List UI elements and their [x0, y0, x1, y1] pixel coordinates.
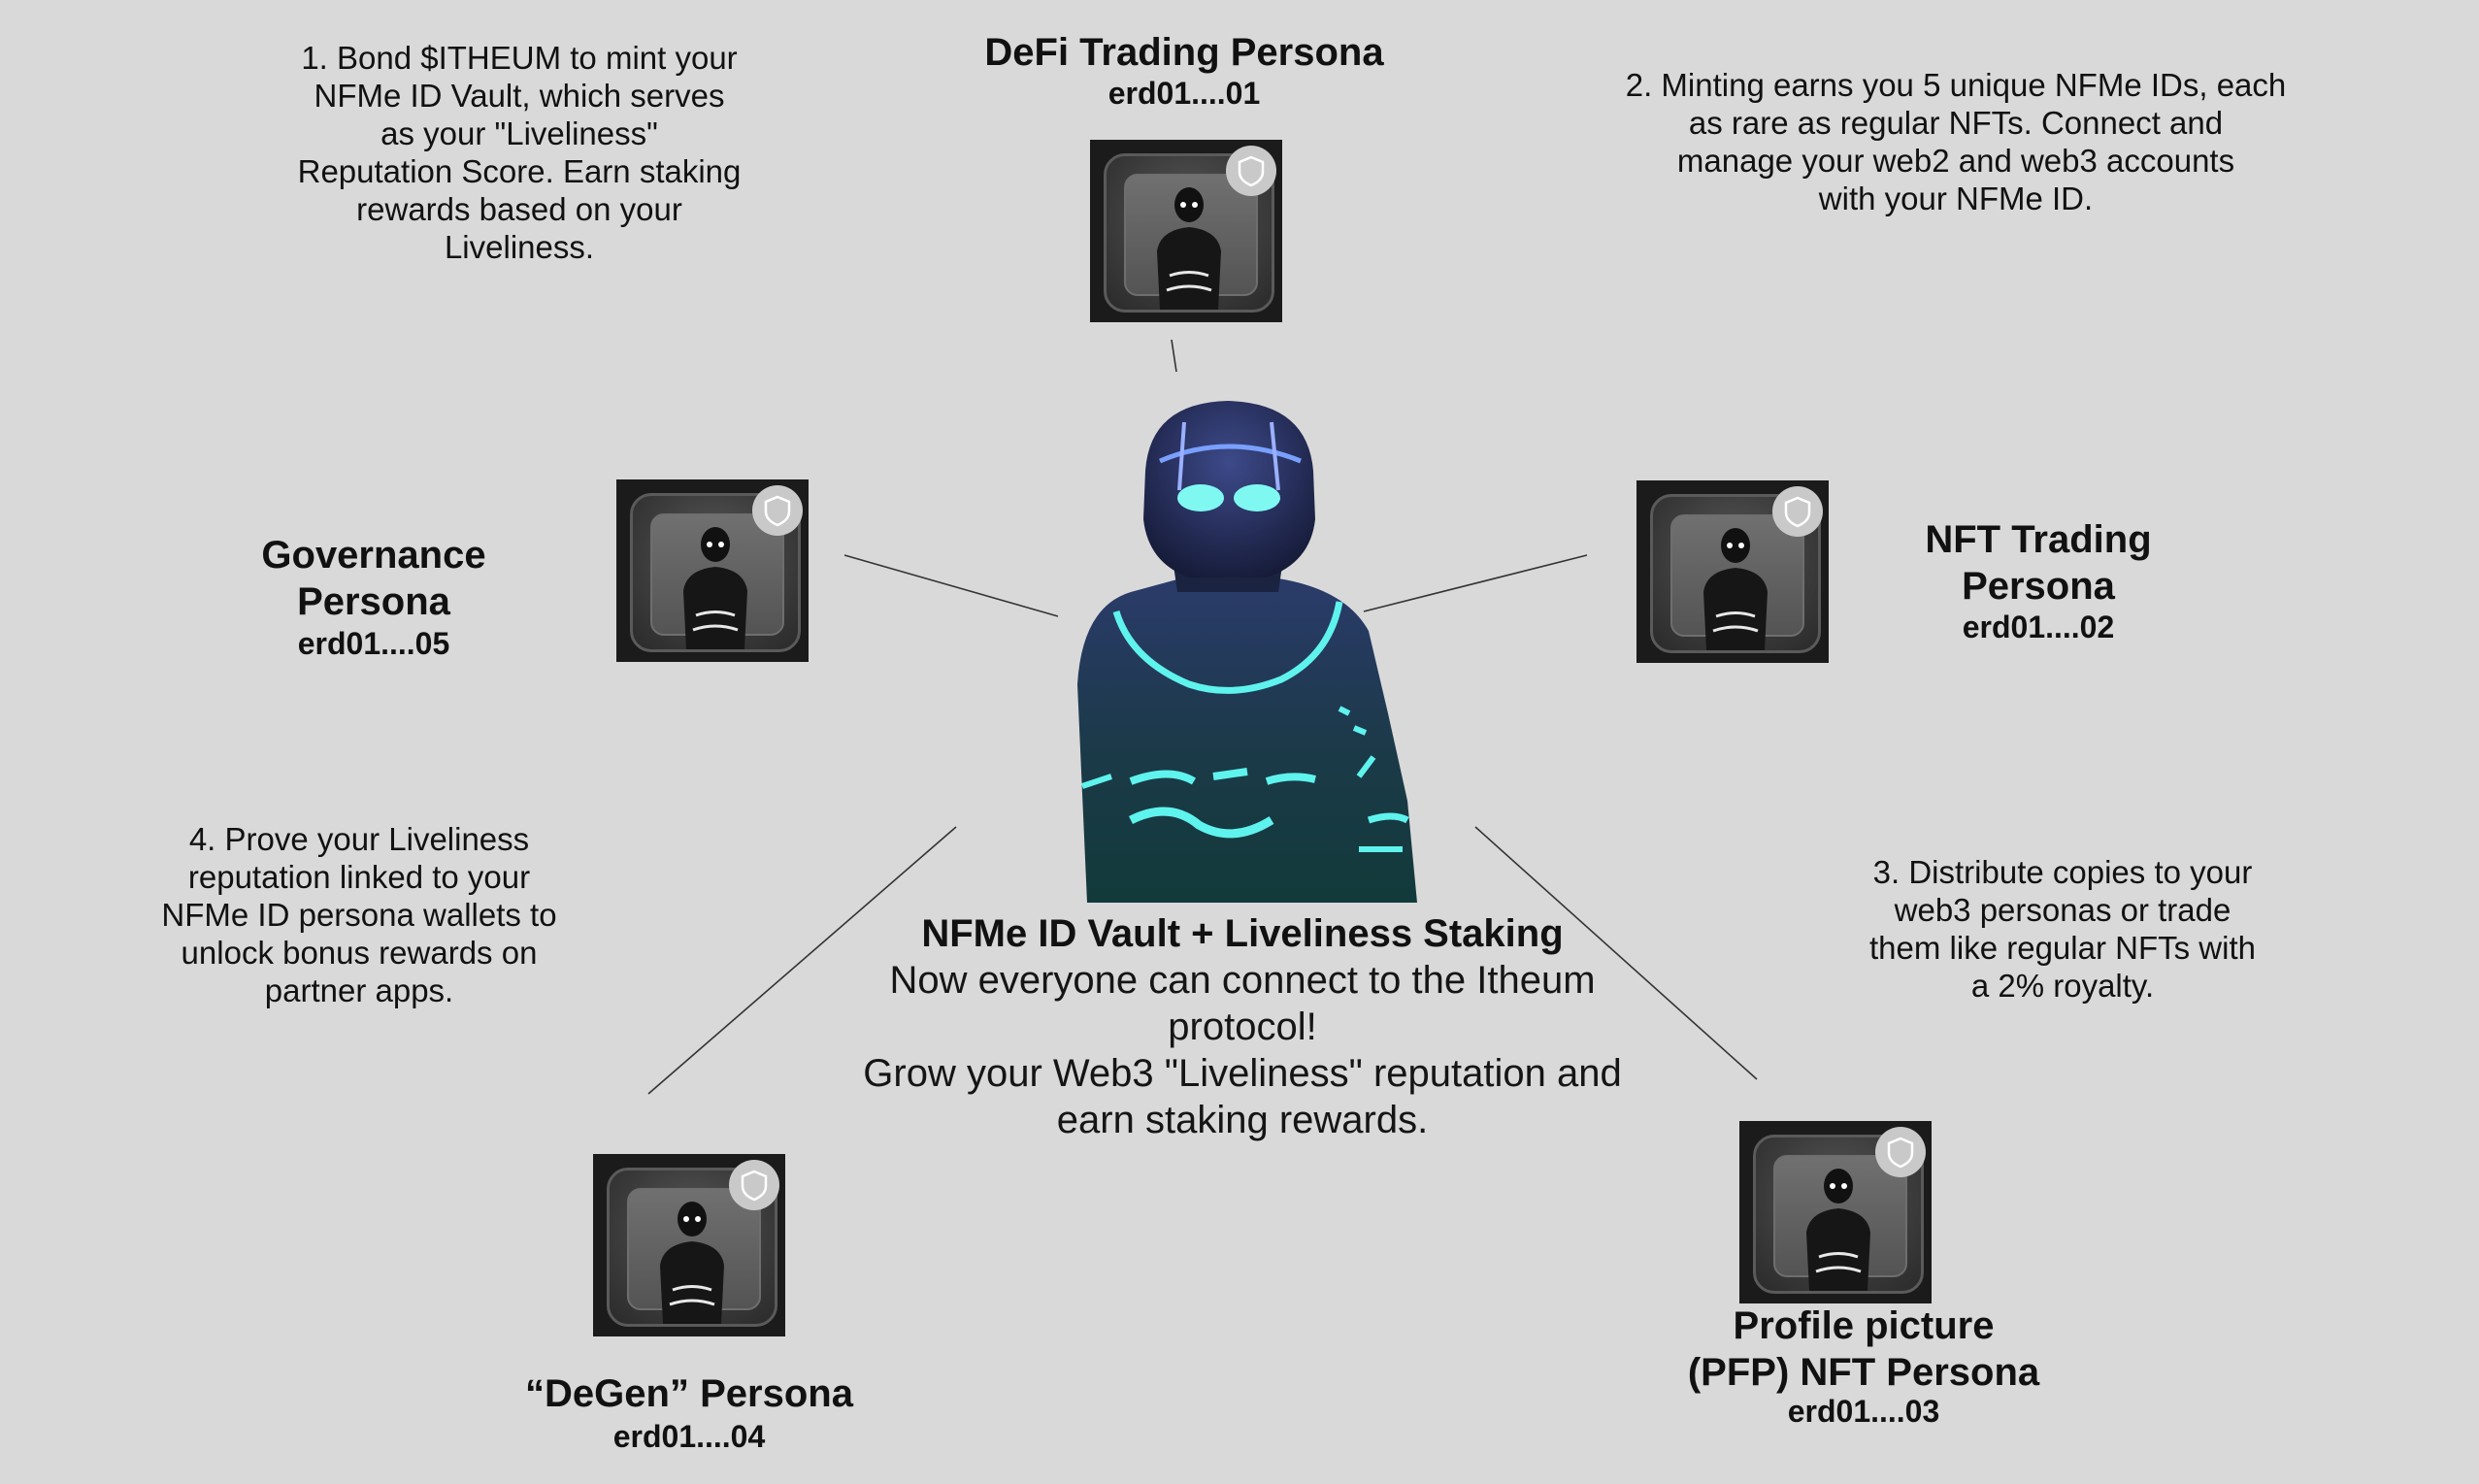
shield-icon [1226, 146, 1276, 196]
persona-nft-card [1636, 480, 1829, 663]
persona-defi-title: DeFi Trading Persona [984, 31, 1384, 74]
persona-governance-title: Governance Persona [261, 534, 486, 623]
step-2-text: 2. Minting earns you 5 unique NFMe IDs, … [1625, 67, 2287, 216]
step-3-text: 3. Distribute copies to your web3 person… [1869, 854, 2256, 1004]
persona-degen-address: erd01....04 [612, 1419, 766, 1454]
persona-pfp-card [1739, 1121, 1932, 1303]
connector-defi [1171, 339, 1177, 373]
persona-nft-address: erd01....02 [1962, 610, 2115, 644]
persona-pfp-title: Profile picture (PFP) NFT Persona [1687, 1304, 2040, 1394]
mini-figure-icon [660, 1202, 724, 1324]
persona-degen-card [593, 1154, 785, 1336]
persona-defi-card [1090, 140, 1282, 322]
persona-pfp-address: erd01....03 [1787, 1394, 1940, 1429]
card-frame [1650, 494, 1821, 653]
persona-governance-address: erd01....05 [297, 626, 450, 661]
persona-defi-address: erd01....01 [1107, 76, 1261, 111]
center-description: Now everyone can connect to the Itheum p… [863, 959, 1622, 1141]
step-4-text: 4. Prove your Liveliness reputation link… [161, 821, 557, 1008]
mini-figure-icon [1703, 528, 1768, 650]
card-frame [1104, 153, 1274, 313]
persona-nft-title: NFT Trading Persona [1925, 518, 2152, 608]
connector-pfp [1474, 826, 1758, 1080]
mini-figure-icon [683, 527, 747, 649]
shield-icon [1772, 486, 1823, 537]
persona-degen-title: “DeGen” Persona [525, 1372, 853, 1415]
shield-icon [752, 485, 803, 536]
persona-governance-card [616, 479, 809, 662]
step-1-text: 1. Bond $ITHEUM to mint your NFMe ID Vau… [297, 40, 742, 265]
connector-degen [647, 826, 957, 1095]
central-avatar-figure [1077, 401, 1417, 903]
mini-figure-icon [1157, 187, 1221, 310]
center-title: NFMe ID Vault + Liveliness Staking [921, 912, 1564, 955]
connector-gov [843, 554, 1059, 617]
shield-icon [729, 1160, 779, 1210]
mini-figure-icon [1806, 1169, 1870, 1291]
shield-icon [1875, 1127, 1926, 1177]
connector-nft [1363, 554, 1588, 612]
